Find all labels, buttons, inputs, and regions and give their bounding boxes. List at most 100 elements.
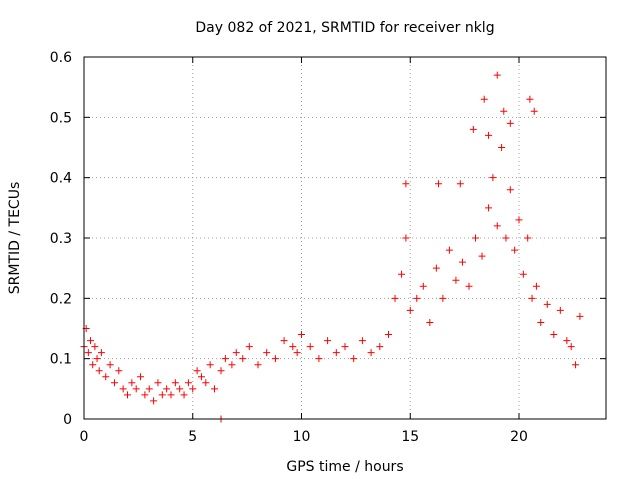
data-point — [458, 258, 466, 266]
data-point — [519, 270, 527, 278]
data-point — [500, 107, 508, 115]
data-point — [110, 379, 118, 387]
data-point — [543, 300, 551, 308]
data-point — [472, 234, 479, 242]
data-point — [563, 337, 571, 345]
data-point — [193, 367, 201, 375]
data-point — [171, 379, 179, 387]
data-point — [341, 343, 349, 351]
y-axis-label: SRMTID / TECUs — [7, 182, 23, 295]
data-point — [106, 361, 114, 369]
data-point — [376, 343, 384, 351]
data-point — [271, 355, 279, 363]
data-point — [176, 385, 184, 393]
data-point — [367, 349, 375, 357]
plot-frame — [83, 56, 607, 420]
data-point — [87, 337, 95, 345]
data-point — [239, 355, 247, 363]
data-point — [506, 186, 514, 194]
data-point — [485, 204, 493, 212]
y-tick-label: 0 — [63, 412, 72, 428]
data-point — [189, 385, 197, 393]
data-point — [128, 379, 136, 387]
data-point — [480, 95, 488, 103]
data-point — [202, 379, 210, 387]
data-point — [528, 294, 536, 302]
x-tick-label: 10 — [293, 429, 311, 445]
data-point — [184, 379, 192, 387]
data-point — [84, 349, 92, 357]
data-point — [289, 343, 297, 351]
data-point — [293, 349, 301, 357]
data-point — [456, 180, 464, 188]
y-tick-label: 0.4 — [50, 171, 72, 187]
data-point — [263, 349, 271, 357]
data-point — [439, 294, 447, 302]
data-point — [452, 276, 460, 284]
data-point — [132, 385, 140, 393]
data-point — [445, 246, 453, 254]
data-point — [402, 234, 410, 242]
data-point — [217, 367, 225, 375]
data-point — [432, 264, 440, 272]
data-point — [556, 306, 564, 314]
data-point — [506, 119, 514, 127]
data-point — [315, 355, 323, 363]
data-point — [498, 144, 506, 151]
data-point — [89, 361, 97, 369]
data-point — [145, 385, 153, 393]
chart-title: Day 082 of 2021, SRMTID for receiver nkl… — [195, 20, 494, 36]
data-point — [115, 367, 123, 375]
data-point — [180, 391, 188, 399]
data-point — [232, 349, 240, 357]
data-point — [350, 355, 358, 363]
data-point — [465, 282, 473, 290]
data-point — [197, 373, 205, 381]
data-point — [511, 246, 519, 254]
data-point — [332, 349, 340, 357]
data-point — [245, 343, 253, 351]
data-point — [228, 361, 236, 369]
data-point — [489, 174, 497, 182]
data-point — [413, 294, 421, 302]
y-tick-label: 0.1 — [50, 352, 72, 368]
data-point — [576, 312, 584, 320]
data-point — [530, 107, 538, 115]
grid-lines — [84, 57, 606, 419]
data-point — [154, 379, 162, 387]
data-point — [550, 331, 558, 339]
data-point — [391, 294, 399, 302]
data-point — [211, 385, 218, 393]
data-point — [515, 216, 523, 224]
data-point — [91, 343, 99, 351]
axis-ticks: 0 0.1 0.2 0.3 0.4 0.5 0.6 0 5 10 15 20 — [50, 50, 606, 445]
data-point — [137, 373, 145, 381]
data-point — [402, 180, 410, 188]
data-point — [306, 343, 314, 351]
x-tick-label: 5 — [188, 429, 197, 445]
data-point — [572, 361, 580, 369]
y-tick-label: 0.5 — [50, 110, 72, 126]
y-tick-label: 0.2 — [50, 291, 72, 307]
data-point — [358, 337, 366, 345]
x-tick-label: 15 — [401, 429, 419, 445]
x-tick-label: 0 — [80, 429, 89, 445]
data-point — [524, 234, 532, 242]
data-point — [280, 337, 288, 345]
y-tick-label: 0.6 — [50, 50, 72, 66]
data-point — [419, 282, 427, 290]
data-point — [254, 361, 262, 369]
data-point — [469, 125, 477, 133]
data-point — [493, 222, 501, 230]
data-point — [102, 373, 110, 381]
data-point — [97, 349, 105, 357]
data-point — [95, 367, 103, 375]
data-point — [537, 318, 545, 326]
data-point — [478, 252, 486, 260]
data-point — [526, 95, 534, 103]
data-point — [426, 318, 434, 326]
data-point — [398, 270, 406, 278]
data-point — [221, 355, 229, 363]
